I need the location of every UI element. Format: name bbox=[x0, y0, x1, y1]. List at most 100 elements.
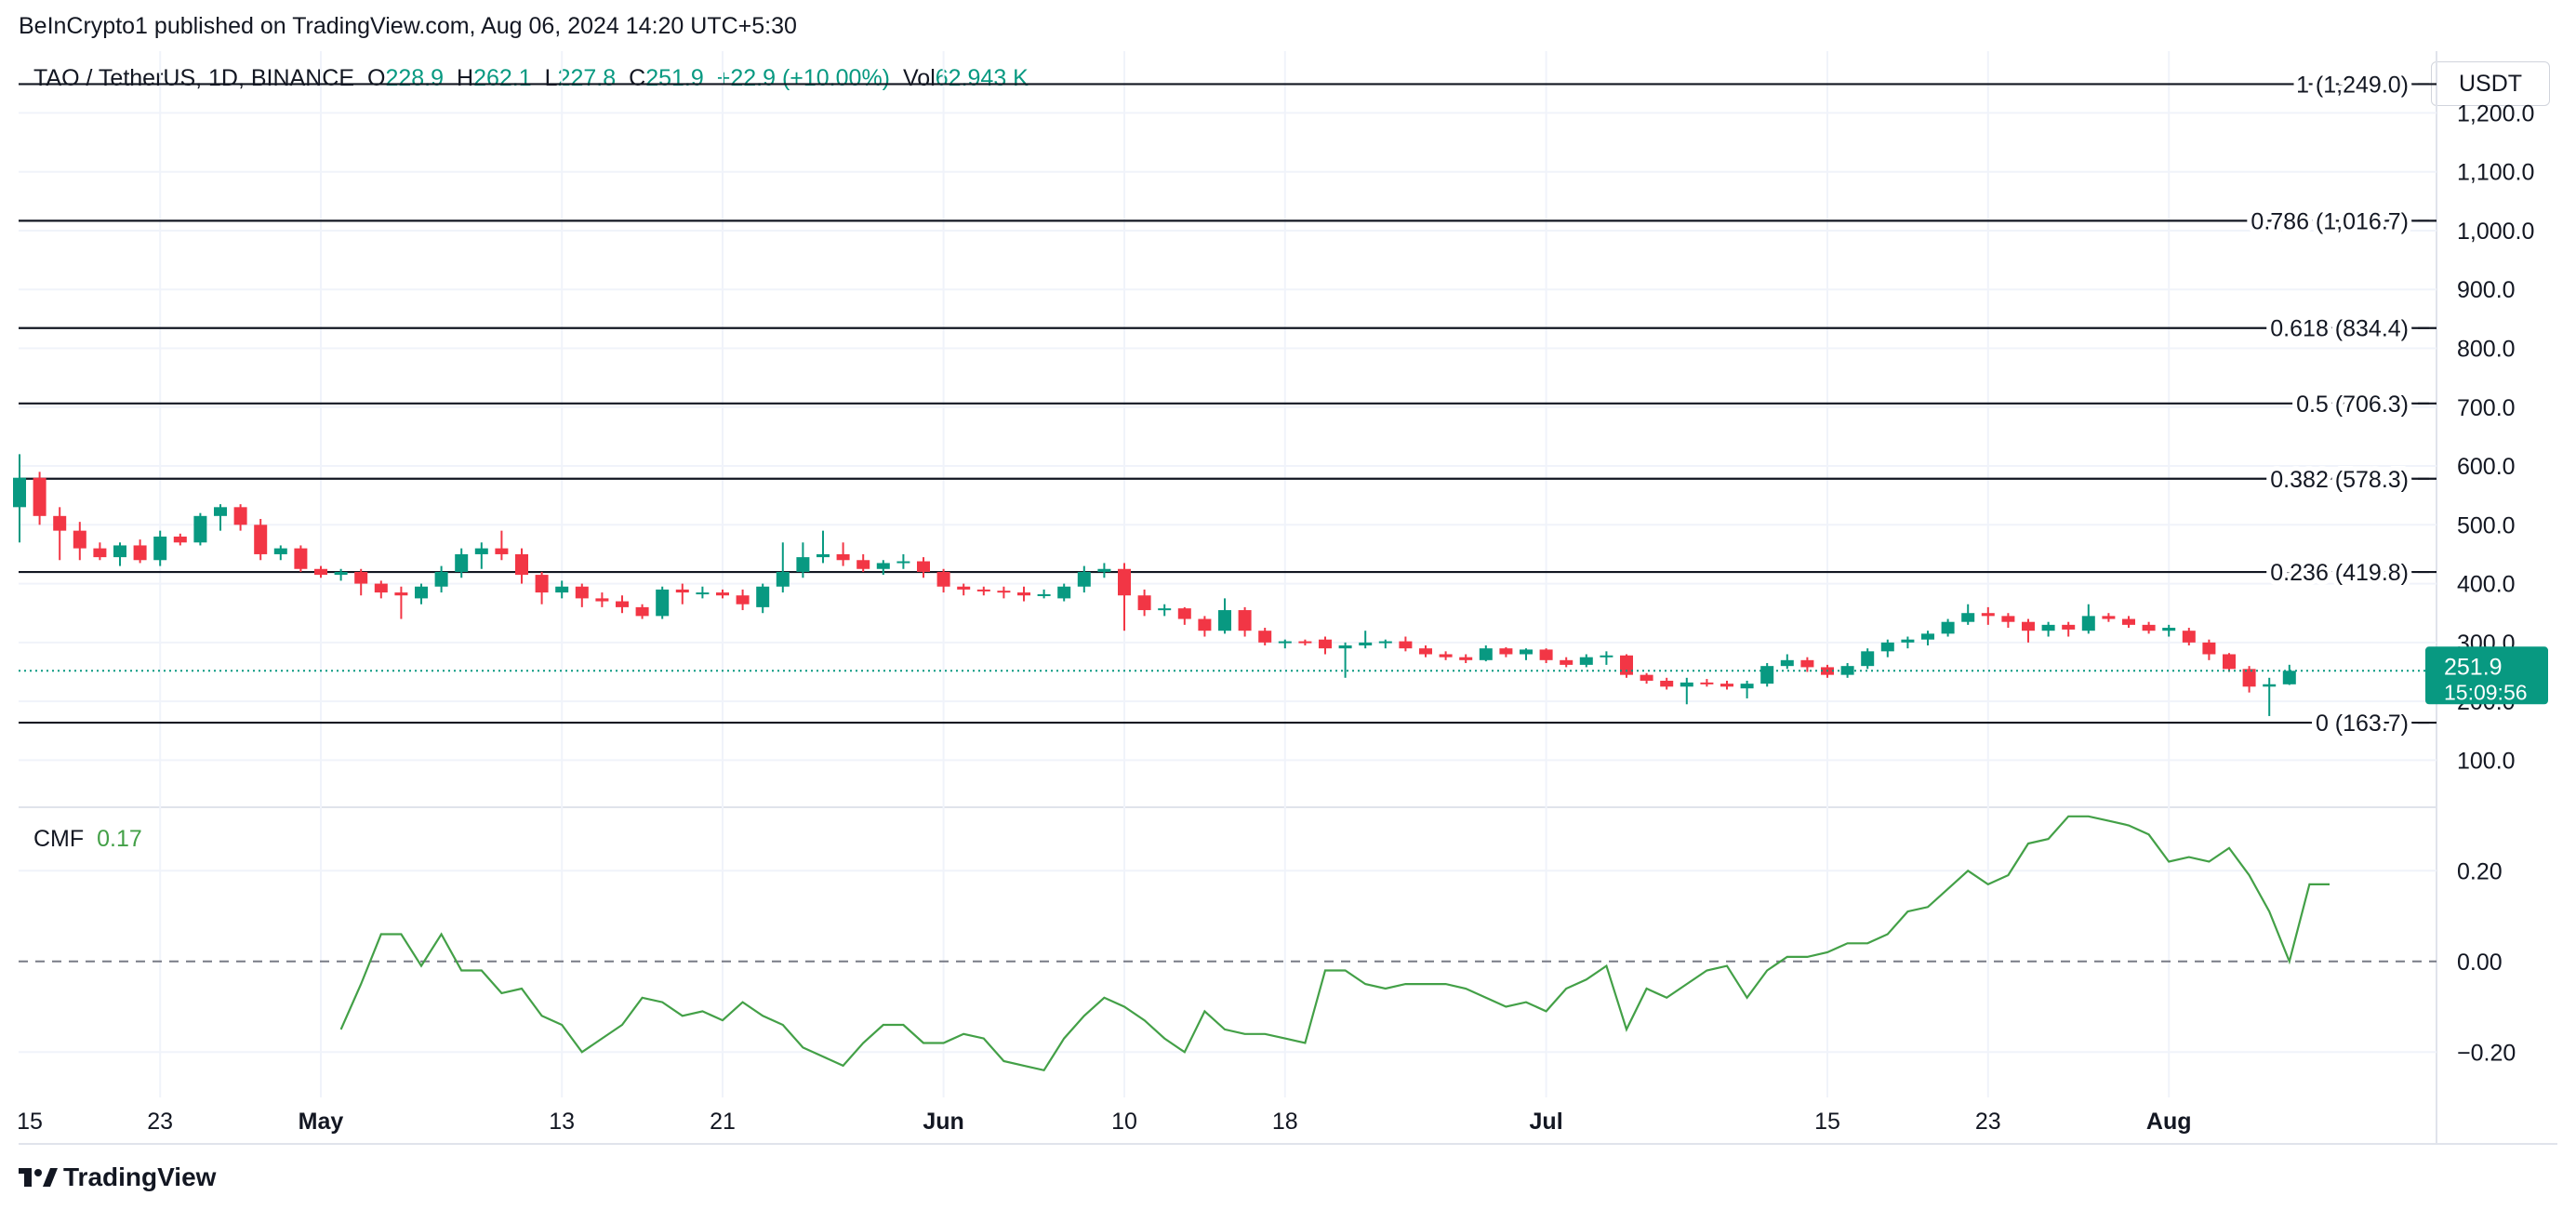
candle-body bbox=[1539, 649, 1553, 660]
candle-body bbox=[334, 571, 348, 576]
candle-body bbox=[1981, 613, 1995, 617]
candle-body bbox=[193, 515, 207, 543]
candle-body bbox=[1880, 642, 1894, 652]
candle-body bbox=[1298, 641, 1312, 644]
x-tick-label: 23 bbox=[147, 1109, 173, 1135]
candle-body bbox=[2182, 631, 2196, 643]
candle-body bbox=[1118, 568, 1131, 596]
candle-body bbox=[1479, 648, 1493, 660]
volume-label: Vol bbox=[903, 65, 936, 91]
candle-body bbox=[1600, 655, 1613, 658]
candle-body bbox=[1278, 641, 1292, 644]
candle-body bbox=[876, 563, 890, 569]
candle-body bbox=[1800, 659, 1814, 668]
countdown-label: 15:09:56 bbox=[2444, 680, 2528, 704]
candle-body bbox=[2081, 616, 2095, 631]
candle-body bbox=[656, 589, 670, 617]
candle-body bbox=[1419, 648, 1432, 655]
candle-body bbox=[1499, 648, 1513, 655]
fib-level-label: 0.5 (706.3) bbox=[2296, 392, 2409, 418]
candle-body bbox=[1439, 654, 1453, 658]
candle-body bbox=[756, 586, 770, 607]
cmf-tick-label: −0.20 bbox=[2457, 1040, 2516, 1066]
candle-body bbox=[917, 561, 930, 572]
y-tick-label: 900.0 bbox=[2457, 277, 2516, 303]
candle-body bbox=[957, 586, 971, 590]
candle-body bbox=[2162, 628, 2176, 631]
candle-body bbox=[1338, 645, 1352, 649]
candle-body bbox=[173, 536, 187, 543]
grid bbox=[19, 51, 2557, 1145]
tradingview-logo[interactable]: TradingView bbox=[19, 1162, 216, 1192]
x-tick-label: 15 bbox=[17, 1109, 43, 1135]
candle-body bbox=[1137, 595, 1151, 611]
candle-body bbox=[2102, 616, 2116, 619]
candle-body bbox=[1640, 674, 1653, 681]
candle-body bbox=[314, 568, 327, 576]
x-tick-label: 21 bbox=[710, 1109, 736, 1135]
candles bbox=[13, 454, 2437, 716]
candle-body bbox=[1238, 610, 1252, 631]
tradingview-brand: TradingView bbox=[63, 1162, 217, 1191]
candle-body bbox=[616, 601, 629, 607]
cmf-label[interactable]: CMF bbox=[33, 826, 85, 852]
candle-body bbox=[1077, 571, 1091, 587]
candle-body bbox=[2263, 684, 2277, 687]
y-tick-label: 1,100.0 bbox=[2457, 160, 2534, 186]
candle-body bbox=[1097, 568, 1111, 572]
candle-body bbox=[233, 507, 247, 525]
candle-body bbox=[836, 553, 850, 561]
fib-level-label: 0.236 (419.8) bbox=[2270, 560, 2409, 586]
candle-body bbox=[1941, 621, 1955, 634]
candle-body bbox=[1017, 592, 1030, 596]
fib-levels: 1 (1,249.0) 0.786 (1,016.7) 0.618 (834.4) 0… bbox=[19, 67, 2437, 741]
change-value: +22.9 (+10.00%) bbox=[716, 65, 890, 91]
candle-body bbox=[1840, 666, 1854, 675]
candle-body bbox=[1399, 641, 1413, 649]
candle-body bbox=[1620, 655, 1633, 675]
candle-body bbox=[535, 575, 549, 593]
cmf-pane bbox=[19, 815, 2437, 1072]
candle-body bbox=[273, 548, 287, 554]
candle-body bbox=[1459, 657, 1473, 660]
candle-body bbox=[1057, 586, 1071, 599]
close-value: 251.9 bbox=[645, 65, 704, 91]
candle-body bbox=[2001, 616, 2015, 622]
candle-body bbox=[1680, 682, 1693, 687]
candle-body bbox=[575, 586, 589, 599]
current-price-tag bbox=[2425, 646, 2548, 705]
candle-body bbox=[254, 525, 268, 554]
candle-body bbox=[515, 553, 528, 576]
current-price-label: 251.9 bbox=[2444, 654, 2503, 680]
candle-body bbox=[415, 586, 428, 599]
candle-body bbox=[1560, 659, 1573, 665]
x-tick-label: 23 bbox=[1975, 1109, 2001, 1135]
axes: 1523May1321Jun1018Jul1523Aug100.0200.030… bbox=[17, 100, 2548, 1135]
candle-body bbox=[2282, 671, 2296, 684]
candle-body bbox=[1660, 680, 1674, 687]
candle-body bbox=[33, 477, 46, 516]
fib-level-label: 0 (163.7) bbox=[2316, 711, 2409, 737]
cmf-legend: CMF 0.17 bbox=[33, 826, 142, 853]
candle-body bbox=[93, 548, 107, 558]
x-tick-label: 18 bbox=[1272, 1109, 1298, 1135]
candle-body bbox=[1158, 608, 1172, 611]
candle-body bbox=[1579, 657, 1593, 665]
symbol-title[interactable]: TAO / TetherUS, 1D, BINANCE bbox=[33, 65, 355, 91]
candle-body bbox=[2041, 624, 2055, 631]
candle-body bbox=[1319, 639, 1332, 649]
candle-body bbox=[2242, 669, 2256, 687]
candle-body bbox=[595, 598, 609, 602]
open-value: 228.9 bbox=[385, 65, 445, 91]
candle-body bbox=[2022, 621, 2035, 631]
fib-level-label: 0.382 (578.3) bbox=[2270, 467, 2409, 493]
candle-body bbox=[2122, 618, 2135, 625]
candle-body bbox=[133, 545, 147, 561]
candle-body bbox=[896, 561, 910, 564]
candle-body bbox=[1720, 684, 1733, 687]
y-tick-label: 700.0 bbox=[2457, 395, 2516, 421]
candle-body bbox=[1780, 659, 1794, 667]
candle-body bbox=[153, 536, 167, 561]
symbol-legend: TAO / TetherUS, 1D, BINANCE O228.9 H262.1 L… bbox=[33, 65, 1029, 92]
